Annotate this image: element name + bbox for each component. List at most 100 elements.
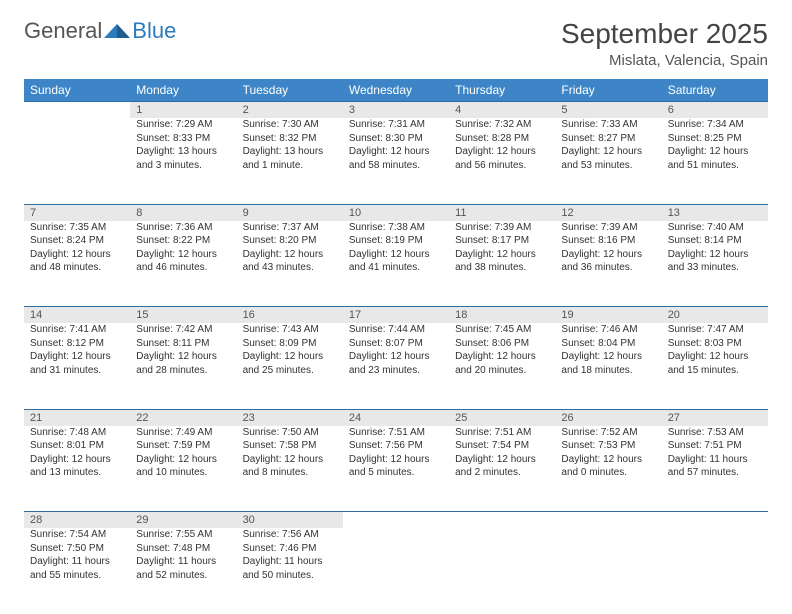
month-title: September 2025 <box>561 18 768 50</box>
sunrise-text: Sunrise: 7:45 AM <box>455 323 549 337</box>
day-cell: Sunrise: 7:38 AMSunset: 8:19 PMDaylight:… <box>343 221 449 307</box>
daylight-text: Daylight: 12 hours <box>455 453 549 467</box>
day-number-cell: 30 <box>237 512 343 529</box>
sunrise-text: Sunrise: 7:49 AM <box>136 426 230 440</box>
daylight-text: Daylight: 13 hours <box>243 145 337 159</box>
sunset-text: Sunset: 8:12 PM <box>30 337 124 351</box>
day-cell: Sunrise: 7:47 AMSunset: 8:03 PMDaylight:… <box>662 323 768 409</box>
sunrise-text: Sunrise: 7:35 AM <box>30 221 124 235</box>
daylight-text: Daylight: 12 hours <box>243 350 337 364</box>
day-cell <box>24 118 130 204</box>
daylight-text: Daylight: 12 hours <box>455 145 549 159</box>
daylight-text: and 57 minutes. <box>668 466 762 480</box>
daylight-text: and 28 minutes. <box>136 364 230 378</box>
daylight-text: and 58 minutes. <box>349 159 443 173</box>
sunrise-text: Sunrise: 7:55 AM <box>136 528 230 542</box>
sunset-text: Sunset: 8:01 PM <box>30 439 124 453</box>
daylight-text: Daylight: 12 hours <box>349 145 443 159</box>
daylight-text: and 0 minutes. <box>561 466 655 480</box>
sunrise-text: Sunrise: 7:44 AM <box>349 323 443 337</box>
sunset-text: Sunset: 8:30 PM <box>349 132 443 146</box>
day-cell: Sunrise: 7:39 AMSunset: 8:17 PMDaylight:… <box>449 221 555 307</box>
day-cell: Sunrise: 7:31 AMSunset: 8:30 PMDaylight:… <box>343 118 449 204</box>
day-number-cell: 25 <box>449 409 555 426</box>
day-number-cell: 2 <box>237 102 343 119</box>
daylight-text: and 1 minute. <box>243 159 337 173</box>
day-number-row: 21222324252627 <box>24 409 768 426</box>
sunset-text: Sunset: 8:24 PM <box>30 234 124 248</box>
dow-sunday: Sunday <box>24 79 130 101</box>
day-number-cell: 16 <box>237 307 343 324</box>
sunrise-text: Sunrise: 7:46 AM <box>561 323 655 337</box>
daylight-text: and 43 minutes. <box>243 261 337 275</box>
daylight-text: and 25 minutes. <box>243 364 337 378</box>
sunset-text: Sunset: 8:14 PM <box>668 234 762 248</box>
sunrise-text: Sunrise: 7:29 AM <box>136 118 230 132</box>
day-number-cell: 4 <box>449 102 555 119</box>
daylight-text: Daylight: 11 hours <box>30 555 124 569</box>
day-number-cell: 14 <box>24 307 130 324</box>
day-number-cell: 9 <box>237 204 343 221</box>
day-cell: Sunrise: 7:36 AMSunset: 8:22 PMDaylight:… <box>130 221 236 307</box>
daylight-text: Daylight: 12 hours <box>455 350 549 364</box>
dow-monday: Monday <box>130 79 236 101</box>
sunset-text: Sunset: 7:48 PM <box>136 542 230 556</box>
day-cell: Sunrise: 7:54 AMSunset: 7:50 PMDaylight:… <box>24 528 130 614</box>
sunset-text: Sunset: 8:11 PM <box>136 337 230 351</box>
day-cell: Sunrise: 7:49 AMSunset: 7:59 PMDaylight:… <box>130 426 236 512</box>
week-row: Sunrise: 7:29 AMSunset: 8:33 PMDaylight:… <box>24 118 768 204</box>
daylight-text: Daylight: 12 hours <box>349 453 443 467</box>
daylight-text: Daylight: 12 hours <box>561 248 655 262</box>
sunrise-text: Sunrise: 7:56 AM <box>243 528 337 542</box>
daylight-text: and 31 minutes. <box>30 364 124 378</box>
daylight-text: Daylight: 11 hours <box>243 555 337 569</box>
day-number-cell <box>555 512 661 529</box>
sunrise-text: Sunrise: 7:31 AM <box>349 118 443 132</box>
day-cell: Sunrise: 7:41 AMSunset: 8:12 PMDaylight:… <box>24 323 130 409</box>
day-cell: Sunrise: 7:55 AMSunset: 7:48 PMDaylight:… <box>130 528 236 614</box>
day-number-cell: 19 <box>555 307 661 324</box>
day-cell: Sunrise: 7:45 AMSunset: 8:06 PMDaylight:… <box>449 323 555 409</box>
day-number-cell: 22 <box>130 409 236 426</box>
sunrise-text: Sunrise: 7:32 AM <box>455 118 549 132</box>
daylight-text: and 33 minutes. <box>668 261 762 275</box>
sunset-text: Sunset: 8:33 PM <box>136 132 230 146</box>
daylight-text: and 2 minutes. <box>455 466 549 480</box>
day-cell: Sunrise: 7:46 AMSunset: 8:04 PMDaylight:… <box>555 323 661 409</box>
sunset-text: Sunset: 8:25 PM <box>668 132 762 146</box>
daylight-text: Daylight: 12 hours <box>561 453 655 467</box>
day-number-row: 78910111213 <box>24 204 768 221</box>
day-number-cell: 26 <box>555 409 661 426</box>
week-row: Sunrise: 7:48 AMSunset: 8:01 PMDaylight:… <box>24 426 768 512</box>
sunrise-text: Sunrise: 7:37 AM <box>243 221 337 235</box>
location: Mislata, Valencia, Spain <box>561 52 768 69</box>
daylight-text: and 23 minutes. <box>349 364 443 378</box>
week-row: Sunrise: 7:35 AMSunset: 8:24 PM Daylight:… <box>24 221 768 307</box>
header: General Blue September 2025 Mislata, Val… <box>24 18 768 69</box>
day-cell: Sunrise: 7:52 AMSunset: 7:53 PMDaylight:… <box>555 426 661 512</box>
logo: General Blue <box>24 18 176 44</box>
daylight-text: Daylight: 12 hours <box>668 350 762 364</box>
daylight-text: Daylight: 12 hours <box>30 350 124 364</box>
daylight-text: Daylight: 12 hours <box>136 453 230 467</box>
daylight-text: and 5 minutes. <box>349 466 443 480</box>
day-number-cell <box>343 512 449 529</box>
dow-saturday: Saturday <box>662 79 768 101</box>
sunrise-text: Sunrise: 7:42 AM <box>136 323 230 337</box>
sunset-text: Sunset: 8:22 PM <box>136 234 230 248</box>
daylight-text: Daylight: 13 hours <box>136 145 230 159</box>
daylight-text: and 56 minutes. <box>455 159 549 173</box>
sunset-text: Sunset: 7:51 PM <box>668 439 762 453</box>
day-cell: Sunrise: 7:51 AMSunset: 7:56 PMDaylight:… <box>343 426 449 512</box>
day-cell: Sunrise: 7:34 AMSunset: 8:25 PMDaylight:… <box>662 118 768 204</box>
day-cell: Sunrise: 7:33 AMSunset: 8:27 PMDaylight:… <box>555 118 661 204</box>
week-row: Sunrise: 7:41 AMSunset: 8:12 PMDaylight:… <box>24 323 768 409</box>
sunset-text: Sunset: 7:46 PM <box>243 542 337 556</box>
sunrise-text: Sunrise: 7:40 AM <box>668 221 762 235</box>
dow-tuesday: Tuesday <box>237 79 343 101</box>
day-cell: Sunrise: 7:39 AMSunset: 8:16 PMDaylight:… <box>555 221 661 307</box>
day-number-cell: 11 <box>449 204 555 221</box>
dow-thursday: Thursday <box>449 79 555 101</box>
daylight-text: and 48 minutes. <box>30 261 124 275</box>
day-number-cell: 28 <box>24 512 130 529</box>
